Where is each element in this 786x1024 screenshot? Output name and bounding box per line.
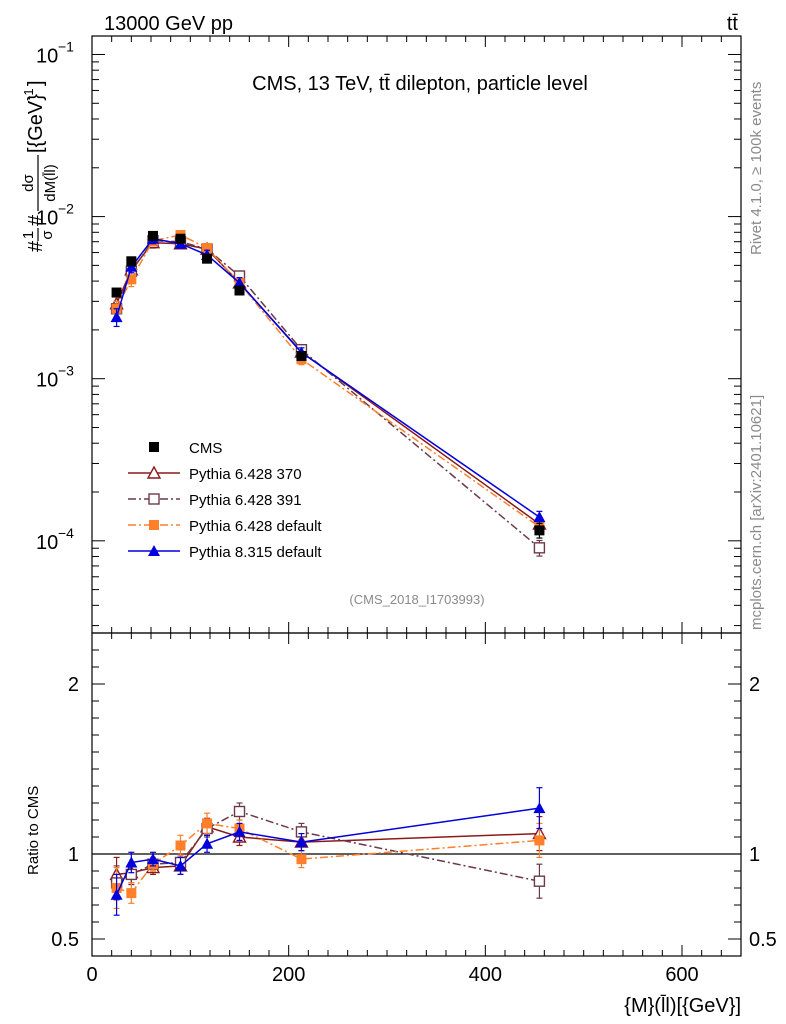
ratio-y-tick-label-right: 1 xyxy=(749,844,760,866)
main-y-tick-label: 10 −3 xyxy=(36,363,74,392)
legend-entry-4-label: Pythia 8.315 default xyxy=(189,544,322,561)
legend-entry-2: Pythia 6.428 391 xyxy=(128,492,302,509)
ylabel-unit-exp: -1 xyxy=(21,88,36,100)
x-axis-label: {M}(l̄l)[{GeV}] xyxy=(624,994,741,1017)
ylabel-frac1-den: σ xyxy=(39,230,56,240)
mcplots-label: mcplots.cern.ch [arXiv:2401.10621] xyxy=(748,395,765,630)
analysis-id: (CMS_2018_I1703993) xyxy=(349,592,484,607)
series-0-main-point xyxy=(202,253,213,264)
series-4-main-point xyxy=(125,260,138,272)
main-ylabel: # 1 σ # dσ dM(l̄l) [{GeV} -1 ] xyxy=(20,80,59,252)
main-panel: 10−410−310−210−1 xyxy=(36,35,742,634)
ylabel-close: ] xyxy=(25,80,47,86)
x-tick-label: 400 xyxy=(469,964,502,986)
legend-entry-3: Pythia 6.428 default xyxy=(128,518,322,535)
series-4-ratio-point xyxy=(146,853,159,865)
series-2-main-point xyxy=(533,542,546,554)
ratio-y-tick-label-right: 2 xyxy=(749,674,760,696)
legend: CMS Pythia 6.428 370 Pythia 6.428 391 Pythi… xyxy=(128,440,322,561)
series-4-ratio-line xyxy=(115,807,540,896)
legend-entry-2-label: Pythia 6.428 391 xyxy=(189,492,302,509)
ratio-ylabel: Ratio to CMS xyxy=(25,786,42,875)
legend-entry-1-label: Pythia 6.428 370 xyxy=(189,466,302,483)
main-y-tick-label: 10 −4 xyxy=(36,525,74,554)
series-3-ratio-point xyxy=(534,835,545,846)
ratio-panel: 0 200 400 600 0.5 0.5 1 1 2 2 xyxy=(51,632,777,986)
x-tick-label: 200 xyxy=(272,964,305,986)
ratio-y-tick-label: 2 xyxy=(68,674,79,696)
ratio-y-tick-label: 0.5 xyxy=(51,929,79,951)
ratio-y-tick-label: 1 xyxy=(68,844,79,866)
ylabel-hash-1: # xyxy=(25,240,47,252)
main-y-tick-base: 10 xyxy=(36,532,58,554)
series-4-ratio-point xyxy=(201,837,214,849)
series-4-main-point xyxy=(533,511,546,523)
ylabel-frac2-den: dM(l̄l) xyxy=(42,164,59,202)
header-left: 13000 GeV pp xyxy=(104,13,233,35)
legend-entry-2-marker xyxy=(148,493,160,505)
main-y-tick-label: 10 −2 xyxy=(36,201,74,230)
series-4-ratio-point xyxy=(125,856,138,868)
series-2-main-line xyxy=(115,239,540,549)
chart-title: CMS, 13 TeV, tt̄ dilepton, particle leve… xyxy=(252,73,588,95)
legend-entry-1-marker xyxy=(146,465,162,479)
x-tick-label: 0 xyxy=(86,964,97,986)
series-0-main-point xyxy=(111,287,122,298)
series-0-main-point xyxy=(534,525,545,536)
legend-entry-0-marker xyxy=(149,442,159,452)
series-4-ratio-point xyxy=(533,802,546,814)
series-4-main-point xyxy=(110,311,123,323)
legend-entry-1: Pythia 6.428 370 xyxy=(128,465,302,483)
legend-entry-4-marker xyxy=(148,545,160,556)
series-3-main-point xyxy=(126,274,137,285)
main-y-tick-base: 10 xyxy=(36,45,58,67)
legend-entry-3-marker xyxy=(149,520,159,530)
series-3-ratio-point xyxy=(296,854,307,865)
series-3-ratio-point xyxy=(202,818,213,829)
ratio-frame xyxy=(91,632,742,957)
series-0-main-point xyxy=(234,285,245,296)
series-4-ratio-point xyxy=(174,859,187,871)
series-3-ratio-point xyxy=(175,840,186,851)
series-3-main-line xyxy=(115,234,540,528)
main-y-tick-exp: −4 xyxy=(58,525,74,541)
main-y-tick-base: 10 xyxy=(36,208,58,230)
series-2-ratio-point xyxy=(533,875,546,887)
series-0-main-point xyxy=(126,256,137,267)
series-0-main-point xyxy=(147,230,158,241)
series-4-main-line xyxy=(115,237,540,518)
x-tick-label: 600 xyxy=(665,964,698,986)
series-1-main-line xyxy=(115,241,540,525)
ylabel-frac2-num: dσ xyxy=(20,173,37,191)
ylabel-unit: [{GeV} xyxy=(25,94,47,153)
series-4-main-point xyxy=(233,276,246,288)
rivet-version-label: Rivet 4.1.0, ≥ 100k events xyxy=(748,82,765,255)
series-4-ratio-point xyxy=(295,836,308,848)
series-4-ratio-point xyxy=(233,825,246,837)
ratio-y-tick-label-right: 0.5 xyxy=(749,929,777,951)
legend-entry-0-label: CMS xyxy=(189,440,222,457)
ylabel-hash-2: # xyxy=(25,214,47,226)
header-right: tt̄ xyxy=(727,13,739,35)
main-y-tick-base: 10 xyxy=(36,370,58,392)
legend-entry-4: Pythia 8.315 default xyxy=(128,544,322,561)
series-0-main-point xyxy=(296,351,307,362)
main-y-tick-exp: −2 xyxy=(58,201,74,217)
main-y-tick-exp: −3 xyxy=(58,363,74,379)
main-y-tick-label: 10 −1 xyxy=(36,38,74,67)
legend-entry-0: CMS xyxy=(149,440,222,457)
series-4-ratio-point xyxy=(110,888,123,900)
main-y-tick-exp: −1 xyxy=(58,38,74,54)
legend-entry-3-label: Pythia 6.428 default xyxy=(189,518,322,535)
series-3-main-point xyxy=(202,243,213,254)
series-0-main-point xyxy=(175,233,186,244)
ylabel-frac1-num: 1 xyxy=(20,231,37,239)
series-2-ratio-point xyxy=(233,805,246,818)
series-3-ratio-point xyxy=(126,888,137,899)
